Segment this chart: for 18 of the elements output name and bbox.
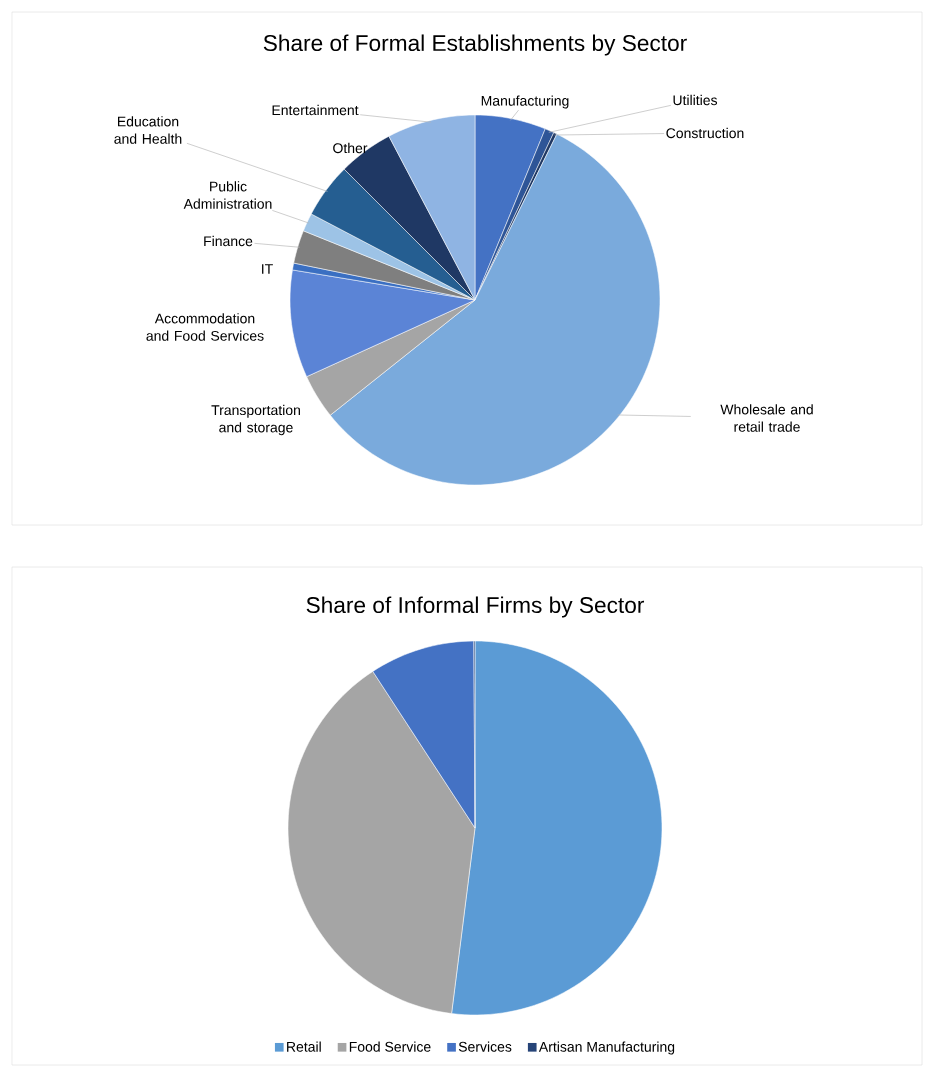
- slice-label: IT: [262, 264, 273, 274]
- legend-label: Food Service: [349, 1041, 431, 1052]
- slice-label: Wholesale and retail trade: [720, 404, 813, 432]
- chart-title: Share of Formal Establishments by Sector: [263, 34, 687, 56]
- slice-label: Public Administration: [183, 181, 272, 209]
- slice-label: Construction: [666, 127, 744, 139]
- slice-label: Other: [333, 142, 368, 154]
- slice-label: Accommodation and Food Services: [146, 313, 264, 341]
- chart-title: Share of Informal Firms by Sector: [306, 596, 645, 618]
- slice-label: Manufacturing: [481, 95, 569, 109]
- legend-label: Services: [458, 1041, 512, 1052]
- slice-label: Entertainment: [272, 104, 359, 116]
- slice-label: Finance: [204, 235, 253, 247]
- slice-label: Utilities: [673, 94, 718, 106]
- slice-label: Transportation and storage: [211, 404, 300, 436]
- legend-label: Retail: [287, 1041, 321, 1052]
- slice-label: Education and Health: [114, 116, 182, 144]
- legend-label: Artisan Manufacturing: [538, 1041, 675, 1055]
